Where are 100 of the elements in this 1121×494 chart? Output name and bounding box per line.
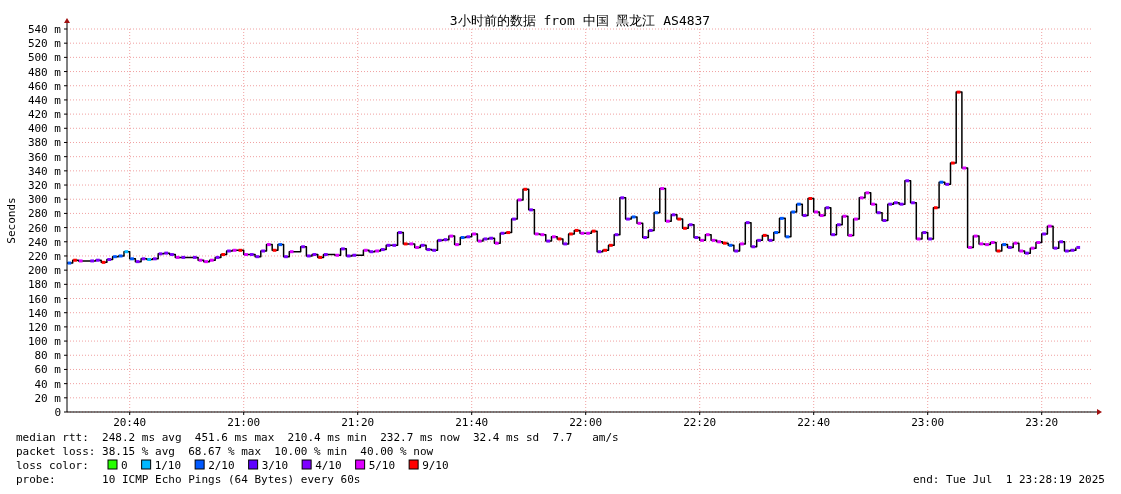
point <box>705 233 710 237</box>
point <box>363 248 368 252</box>
point <box>968 245 972 249</box>
legend-label: 3/10 <box>261 459 289 472</box>
y-tick-label: 480 m <box>27 65 62 79</box>
point <box>962 166 967 170</box>
x-tick-label: 22:40 <box>797 416 831 429</box>
text: packet loss: 38.15 % avg 68.67 % max 10.00 % min 40.00 % now <box>16 445 434 458</box>
point <box>403 242 408 246</box>
point <box>477 239 482 243</box>
y-tick-label: 400 m <box>27 122 62 136</box>
point <box>232 248 237 252</box>
y-tick-label: 200 m <box>27 264 62 278</box>
y-axis-title: Seconds <box>5 197 18 244</box>
point <box>723 241 727 245</box>
point <box>318 255 322 259</box>
point <box>73 258 77 262</box>
point <box>740 242 744 246</box>
y-tick-label: 540 m <box>27 23 62 36</box>
point <box>455 243 459 247</box>
point <box>118 254 123 258</box>
point <box>147 258 151 262</box>
point <box>814 210 818 214</box>
text: median rtt: 248.2 ms avg 451.6 ms max 210.4 ms min 232.7 ms now 32.4 ms sd 7.7 am/s <box>16 431 619 444</box>
point <box>586 231 590 235</box>
y-tick-label: 280 m <box>27 207 62 221</box>
x-tick-label: 23:20 <box>1025 416 1059 429</box>
point <box>717 240 721 244</box>
x-tick-label: 21:00 <box>227 416 261 429</box>
point <box>210 258 214 262</box>
legend-label: 2/10 <box>208 459 235 472</box>
x-tick-label: 21:40 <box>455 416 489 429</box>
point <box>797 202 801 206</box>
y-tick-label: 220 m <box>27 249 62 263</box>
point <box>552 235 556 239</box>
point <box>517 198 522 202</box>
y-tick-label: 100 m <box>27 335 62 349</box>
point <box>78 259 83 263</box>
y-tick-label: 320 m <box>27 179 62 193</box>
point <box>660 187 664 191</box>
point <box>591 229 596 233</box>
point <box>244 253 248 257</box>
point <box>175 255 180 259</box>
legend-title: loss color: <box>16 459 89 472</box>
legend-label: 4/10 <box>315 459 342 472</box>
point <box>574 228 579 232</box>
point <box>415 245 419 249</box>
point <box>609 243 613 247</box>
legend-label: 0 <box>121 459 128 472</box>
y-tick-label: 0 <box>54 406 61 419</box>
text: probe: 10 ICMP Echo Pings (64 Bytes) every 60s <box>16 473 361 486</box>
point <box>1019 249 1024 253</box>
legend-label: 9/10 <box>422 459 449 472</box>
point <box>267 243 271 247</box>
point <box>951 161 955 165</box>
point <box>113 255 117 259</box>
point <box>774 231 778 235</box>
point <box>791 210 796 214</box>
x-tick-label: 23:00 <box>911 416 945 429</box>
y-tick-label: 120 m <box>27 320 62 334</box>
y-tick-label: 160 m <box>27 292 62 306</box>
y-tick-label: 60 m <box>34 363 62 377</box>
point <box>666 219 670 223</box>
y-tick-label: 420 m <box>27 108 62 122</box>
point <box>221 253 226 257</box>
point <box>677 217 682 221</box>
point <box>1030 246 1035 250</box>
point <box>916 237 921 241</box>
y-tick-label: 260 m <box>27 221 62 235</box>
point <box>1047 224 1052 228</box>
y-tick-label: 380 m <box>27 136 62 150</box>
x-tick-label: 22:00 <box>569 416 603 429</box>
chart-title: 3小时前的数据 from 中国 黑龙江 AS4837 <box>449 13 711 28</box>
x-tick-label: 20:40 <box>113 416 147 429</box>
point <box>289 250 294 254</box>
point <box>204 260 208 264</box>
point <box>990 240 995 244</box>
y-tick-label: 360 m <box>27 150 62 164</box>
point <box>871 202 875 206</box>
point <box>506 231 511 235</box>
point <box>683 226 687 230</box>
point <box>278 243 283 247</box>
point <box>449 234 454 238</box>
point <box>854 217 858 221</box>
point <box>859 196 864 200</box>
y-tick-label: 180 m <box>27 278 62 292</box>
y-tick-label: 300 m <box>27 193 62 207</box>
point <box>631 215 636 219</box>
point <box>569 232 573 236</box>
point <box>973 234 978 238</box>
point <box>819 214 824 218</box>
text: end: Tue Jul 1 23:28:19 2025 <box>912 473 1105 486</box>
point <box>700 238 704 242</box>
point <box>375 249 379 253</box>
point <box>762 233 767 237</box>
point <box>985 243 989 247</box>
y-tick-label: 440 m <box>27 93 62 107</box>
x-tick-label: 21:20 <box>341 416 375 429</box>
point <box>534 232 539 236</box>
legend-label: 5/10 <box>368 459 396 472</box>
